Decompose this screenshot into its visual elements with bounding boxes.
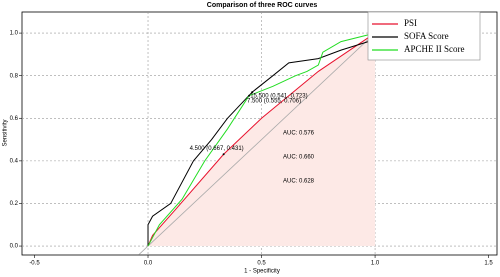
y-tick-label: 0.6 [10,116,19,122]
threshold-point [251,91,254,94]
roc-line [147,32,376,247]
auc-label: AUC: 0.660 [283,155,315,161]
y-tick-label: 0.4 [10,158,19,164]
legend-label: APCHE II Score [404,44,465,54]
threshold-label: 4.500 (0.667, 0.431) [190,146,244,152]
roc-line [147,33,376,247]
y-tick-label: 0.0 [10,244,19,250]
y-tick-label: 0.2 [10,201,19,207]
legend-label: PSI [404,18,417,28]
chance-line [138,32,376,255]
chart-title: Comparison of three ROC curves [207,2,318,9]
legend: PSI SOFA Score APCHE II Score [367,11,481,61]
threshold-label: 15.500 (0.541, 0.723) [250,94,307,100]
x-tick-label: -0.5 [29,261,40,267]
x-tick-label: 0.5 [257,261,266,267]
threshold-label: 7.500 (0.555, 0.706) [247,98,301,104]
legend-label: SOFA Score [404,31,449,41]
x-tick-label: 0.0 [144,261,153,267]
x-tick-label: 1.0 [371,261,380,267]
plot-frame [21,11,498,256]
x-tick-label: 1.5 [484,261,493,267]
auc-label: AUC: 0.576 [283,131,315,137]
y-tick-label: 1.0 [10,31,19,37]
threshold-point [248,94,251,97]
y-axis-label: Sensitivity [3,119,9,146]
y-tick-label: 0.8 [10,73,19,79]
threshold-point [222,153,225,156]
auc-label: AUC: 0.628 [283,179,315,185]
x-axis-label: 1 - Specificity [244,269,280,275]
legend-box [367,11,481,61]
